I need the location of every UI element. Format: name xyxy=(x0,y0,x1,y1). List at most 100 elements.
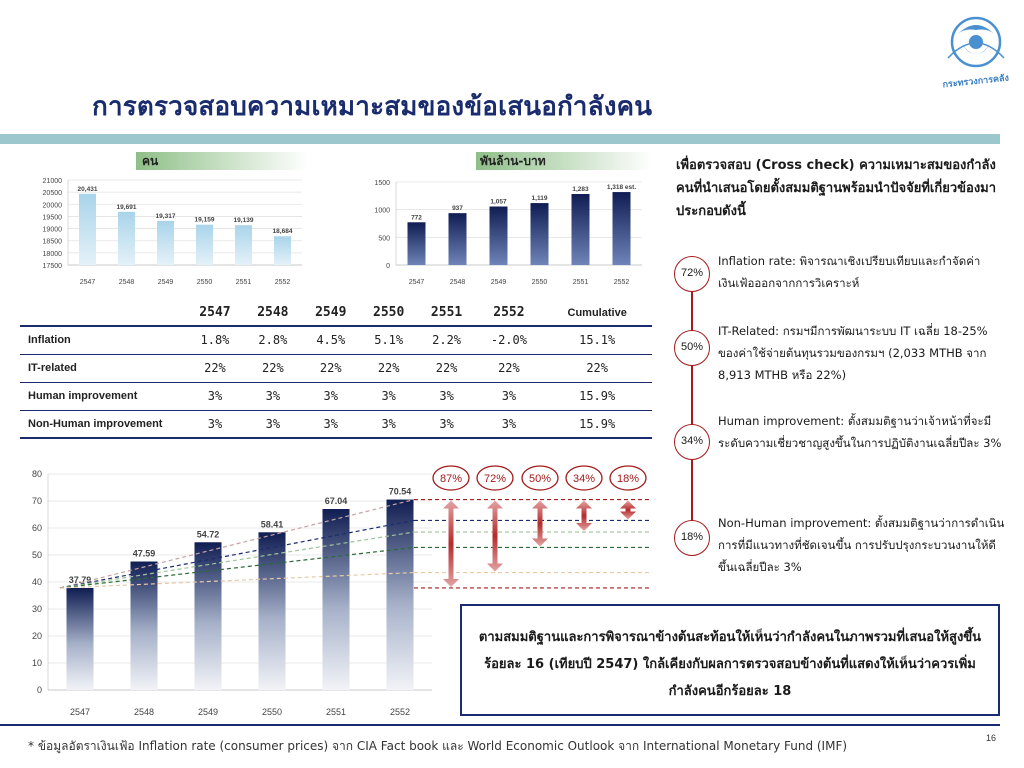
bar xyxy=(322,508,350,690)
y-tick-label: 50 xyxy=(32,550,42,560)
table-cell: 22% xyxy=(359,354,418,383)
y-tick-label: 18000 xyxy=(43,251,63,258)
table-header-cell: 2547 xyxy=(186,300,244,327)
data-label: 20,431 xyxy=(78,186,98,193)
x-tick-label: 2552 xyxy=(275,279,291,286)
x-tick-label: 2550 xyxy=(532,279,548,286)
table-header-cell: 2552 xyxy=(475,300,543,327)
factor-pct-badge: 72% xyxy=(674,256,710,292)
table-cell: 2.8% xyxy=(243,326,302,355)
table-cell: 1.8% xyxy=(186,326,244,355)
table-cell: 3% xyxy=(301,410,360,439)
table-cell: 3% xyxy=(417,382,476,411)
footer-divider xyxy=(0,724,1000,726)
adjustment-pct-label: 72% xyxy=(484,473,506,485)
y-tick-label: 21000 xyxy=(43,178,63,185)
factor-inflation-text: Inflation rate: พิจารณาเชิงเปรียบเทียบแล… xyxy=(718,254,981,290)
x-tick-label: 2551 xyxy=(573,279,589,286)
data-label: 47.59 xyxy=(133,549,156,559)
data-label: 1,283 xyxy=(572,186,589,193)
x-tick-label: 2552 xyxy=(614,279,630,286)
table-row: Human improvement 3% 3% 3% 3% 3% 3% 15.9… xyxy=(20,382,652,411)
x-tick-label: 2549 xyxy=(158,279,174,286)
table-corner xyxy=(20,300,186,327)
page-number: 16 xyxy=(986,733,997,743)
page-title: การตรวจสอบความเหมาะสมของข้อเสนอกำลังคน xyxy=(92,92,653,122)
table-cell: 3% xyxy=(186,382,244,411)
table-cell: 15.9% xyxy=(542,382,652,411)
assumption-table: 2547 2548 2549 2550 2551 2552 Cumulative… xyxy=(20,300,652,439)
adjustment-badge xyxy=(432,465,470,491)
y-tick-label: 0 xyxy=(386,263,390,270)
table-cell: 3% xyxy=(359,410,418,439)
conclusion-box: ตามสมมติฐานและการพิจารณาข้างต้นสะท้อนให้… xyxy=(460,604,1000,716)
x-tick-label: 2547 xyxy=(80,279,96,286)
table-header-row: 2547 2548 2549 2550 2551 2552 Cumulative xyxy=(20,300,652,327)
table-header-cell: 2550 xyxy=(359,300,418,327)
y-tick-label: 20500 xyxy=(43,190,63,197)
table-cell: 2.2% xyxy=(417,326,476,355)
projection-line xyxy=(59,571,415,589)
table-cell: 3% xyxy=(475,382,543,411)
title-divider xyxy=(0,134,1000,144)
projection-line xyxy=(59,519,415,589)
y-tick-label: 19000 xyxy=(43,227,63,234)
adjustment-arrow xyxy=(532,500,548,547)
factor-human-text: Human improvement: ตั้งสมมติฐานว่าเจ้าหน… xyxy=(718,414,1002,450)
data-label: 1,057 xyxy=(490,199,507,206)
people-unit-label: คน xyxy=(136,152,308,170)
x-tick-label: 2551 xyxy=(326,707,346,717)
x-tick-label: 2549 xyxy=(491,279,507,286)
bar xyxy=(386,499,414,690)
table-cell: 3% xyxy=(243,410,302,439)
bar xyxy=(571,194,590,265)
y-tick-label: 20 xyxy=(32,631,42,641)
factor-connector-line xyxy=(691,280,693,528)
y-tick-label: 1000 xyxy=(374,208,390,215)
y-tick-label: 40 xyxy=(32,577,42,587)
y-tick-label: 19500 xyxy=(43,214,63,221)
data-label: 1,318 est. xyxy=(607,184,636,191)
table-cell: 15.1% xyxy=(542,326,652,355)
factor-pct-badge: 34% xyxy=(674,424,710,460)
y-tick-label: 10 xyxy=(32,658,42,668)
table-header-cell: 2549 xyxy=(301,300,360,327)
data-label: 18,684 xyxy=(273,228,293,235)
data-label: 19,691 xyxy=(117,204,137,211)
y-tick-label: 500 xyxy=(378,235,390,242)
bar xyxy=(79,193,96,265)
bar xyxy=(489,206,508,265)
bar xyxy=(612,192,631,265)
adjustment-pct-label: 18% xyxy=(617,473,639,485)
data-label: 37.79 xyxy=(69,575,92,585)
row-label: Non-Human improvement xyxy=(20,410,186,439)
data-label: 937 xyxy=(452,205,463,212)
y-tick-label: 80 xyxy=(32,469,42,479)
adjustment-badge xyxy=(521,465,559,491)
y-tick-label: 20000 xyxy=(43,202,63,209)
bar xyxy=(448,213,467,265)
bar xyxy=(235,225,252,265)
adjustment-pct-label: 50% xyxy=(529,473,551,485)
cross-check-intro: เพื่อตรวจสอบ (Cross check) ความเหมาะสมขอ… xyxy=(676,158,997,219)
data-label: 19,139 xyxy=(234,217,254,224)
adjustment-arrow xyxy=(443,500,459,587)
table-cell: 3% xyxy=(243,382,302,411)
footnote: * ข้อมูลอัตราเงินเฟ้อ Inflation rate (co… xyxy=(28,739,848,753)
bar xyxy=(118,211,135,265)
y-tick-label: 1500 xyxy=(374,180,390,187)
adjustment-arrow xyxy=(576,500,592,532)
bar xyxy=(157,220,174,265)
y-tick-label: 0 xyxy=(37,685,42,695)
x-tick-label: 2552 xyxy=(390,707,410,717)
table-cell: 3% xyxy=(186,410,244,439)
adjustment-badge xyxy=(476,465,514,491)
adjustment-arrow xyxy=(620,500,636,520)
x-tick-label: 2548 xyxy=(450,279,466,286)
factor-it-text: IT-Related: กรมฯมีการพัฒนาระบบ IT เฉลี่ย… xyxy=(718,324,988,382)
x-tick-label: 2549 xyxy=(198,707,218,717)
row-label: IT-related xyxy=(20,354,186,383)
table-cell: 22% xyxy=(542,354,652,383)
x-tick-label: 2548 xyxy=(119,279,135,286)
